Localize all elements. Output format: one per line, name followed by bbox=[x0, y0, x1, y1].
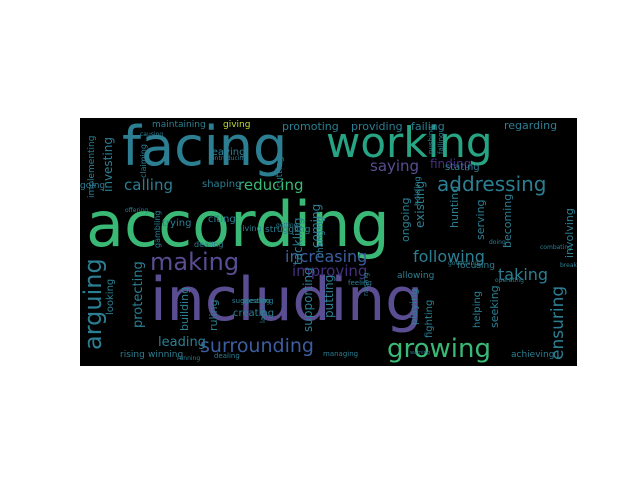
word: tackling bbox=[291, 217, 305, 266]
word: taking bbox=[498, 265, 549, 284]
word: raising bbox=[362, 272, 370, 296]
word: looking bbox=[105, 278, 116, 315]
word: stating bbox=[445, 162, 480, 173]
word: promoting bbox=[282, 120, 339, 133]
word: pushing bbox=[427, 126, 435, 154]
word: going bbox=[80, 181, 106, 191]
word: according bbox=[86, 188, 390, 261]
word: achieving bbox=[511, 350, 555, 360]
word: feeling bbox=[348, 279, 372, 287]
word: becoming bbox=[501, 193, 514, 248]
word: cutting bbox=[275, 156, 285, 188]
word: creating bbox=[233, 308, 275, 319]
word: falling bbox=[437, 132, 445, 154]
word: struggling bbox=[265, 225, 311, 235]
word: offering bbox=[125, 207, 149, 214]
word: causing bbox=[140, 131, 164, 138]
word: supporting bbox=[301, 267, 315, 332]
word: ruling bbox=[207, 299, 220, 331]
word: living bbox=[240, 224, 262, 233]
word: ensuring bbox=[548, 285, 568, 360]
word: protecting bbox=[131, 261, 146, 328]
word: putting bbox=[322, 274, 336, 318]
word: failing bbox=[411, 120, 445, 133]
word: finding bbox=[430, 157, 472, 171]
word: operating bbox=[495, 277, 524, 284]
word: focusing bbox=[457, 261, 495, 271]
word: breaking bbox=[560, 262, 577, 269]
word: saying bbox=[370, 157, 420, 175]
word: playing bbox=[409, 288, 420, 325]
word: citing bbox=[208, 214, 236, 225]
word: suggesting bbox=[232, 297, 271, 305]
word: fighting bbox=[424, 299, 435, 338]
word: allowing bbox=[397, 271, 435, 281]
word: speaking bbox=[242, 297, 274, 305]
word: trying bbox=[162, 218, 192, 229]
word: shaping bbox=[202, 179, 242, 190]
word: leaving bbox=[209, 147, 246, 158]
word: winning bbox=[148, 350, 184, 360]
word: rising bbox=[120, 350, 145, 360]
word: introducing bbox=[213, 155, 248, 162]
word: involving bbox=[563, 208, 576, 258]
word: making bbox=[150, 248, 240, 276]
word: investing bbox=[101, 137, 115, 192]
word: dealing bbox=[214, 352, 240, 360]
word: following bbox=[413, 247, 485, 266]
word: hunting bbox=[448, 185, 461, 228]
word: facing bbox=[122, 118, 288, 178]
word: calling bbox=[124, 176, 173, 194]
word: gambling bbox=[153, 210, 162, 248]
word: holding bbox=[413, 176, 422, 206]
word: including bbox=[150, 265, 424, 335]
word: implementing bbox=[87, 135, 97, 198]
word: helping bbox=[472, 290, 483, 328]
word-cloud: according including facing working makin… bbox=[80, 118, 577, 366]
word: claiming bbox=[139, 144, 148, 178]
word: working bbox=[326, 118, 493, 167]
word: reducing bbox=[238, 176, 304, 194]
word: growing bbox=[387, 334, 491, 364]
word: ongoing bbox=[399, 197, 412, 242]
word: providing bbox=[351, 120, 403, 133]
word: dealing bbox=[194, 240, 224, 249]
word: building bbox=[178, 286, 191, 331]
word: warning bbox=[410, 350, 431, 356]
word: leading bbox=[158, 335, 206, 350]
word: governing bbox=[448, 260, 479, 267]
word: getting bbox=[276, 222, 298, 229]
word: regarding bbox=[504, 119, 558, 132]
word: seeking bbox=[488, 285, 501, 328]
word: surrounding bbox=[200, 335, 314, 357]
word: giving bbox=[223, 120, 251, 130]
word: doing bbox=[489, 239, 506, 246]
word: managing bbox=[323, 350, 359, 358]
word: serving bbox=[474, 199, 487, 240]
word: arguing bbox=[80, 258, 107, 350]
word: maintaining bbox=[152, 120, 206, 130]
word: addressing bbox=[437, 172, 547, 196]
word: increasing bbox=[285, 247, 368, 266]
word: changing bbox=[316, 216, 326, 258]
word: running bbox=[177, 355, 201, 362]
word: lacking bbox=[259, 298, 267, 323]
word: combating bbox=[540, 244, 572, 251]
word: improving bbox=[292, 262, 368, 280]
